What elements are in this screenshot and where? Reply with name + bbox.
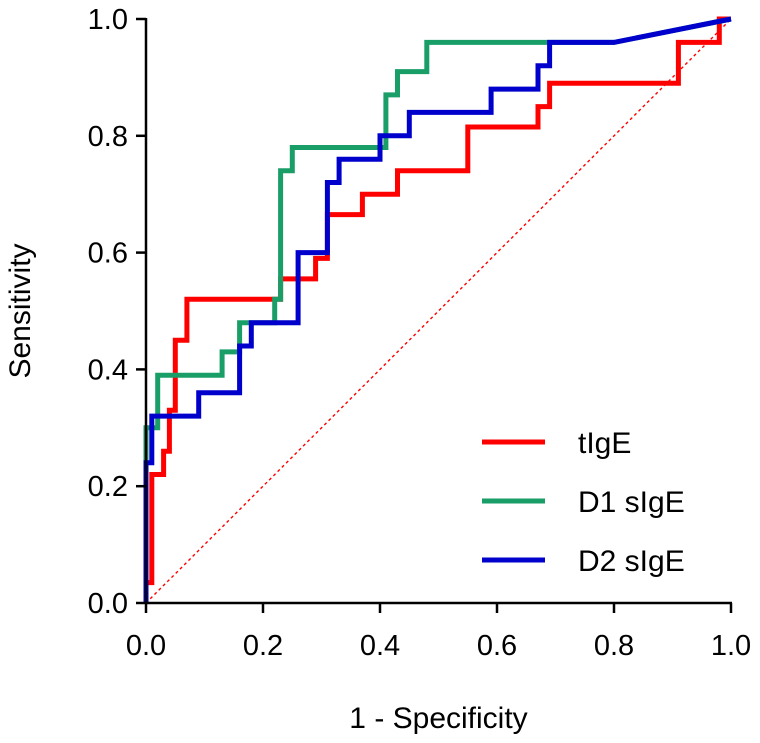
series-line-d1-sige — [143, 16, 732, 603]
series-layer — [143, 16, 732, 603]
y-axis-title: Sensitivity — [4, 243, 37, 378]
ticks-layer: 0.0 0.2 0.4 0.6 0.8 1.0 0.0 0.2 0.4 0.6 0.8 1.0 — [88, 4, 751, 662]
y-tick-label: 0.0 — [88, 588, 128, 620]
series-line-tige — [143, 16, 731, 603]
x-tick-label: 0.2 — [243, 630, 283, 662]
x-tick-label: 0.8 — [594, 630, 634, 662]
x-tick-label: 1.0 — [711, 630, 751, 662]
x-tick-label: 0.6 — [477, 630, 517, 662]
legend-label-tige: tIgE — [578, 427, 631, 460]
y-tick-label: 0.2 — [88, 471, 128, 503]
legend: tIgE D1 sIgE D2 sIgE — [482, 427, 685, 578]
y-tick-label: 0.8 — [88, 121, 128, 153]
axes-layer — [144, 18, 732, 605]
x-tick-label: 0.4 — [360, 630, 400, 662]
legend-label-d1-sige: D1 sIgE — [578, 486, 685, 519]
series-line-d2-sige — [143, 16, 732, 603]
x-axis-title: 1 - Specificity — [349, 702, 527, 735]
legend-label-d2-sige: D2 sIgE — [578, 545, 685, 578]
y-tick-label: 0.4 — [88, 354, 128, 386]
x-tick-label: 0.0 — [126, 630, 166, 662]
y-tick-label: 1.0 — [88, 4, 128, 36]
y-tick-label: 0.6 — [88, 238, 128, 270]
